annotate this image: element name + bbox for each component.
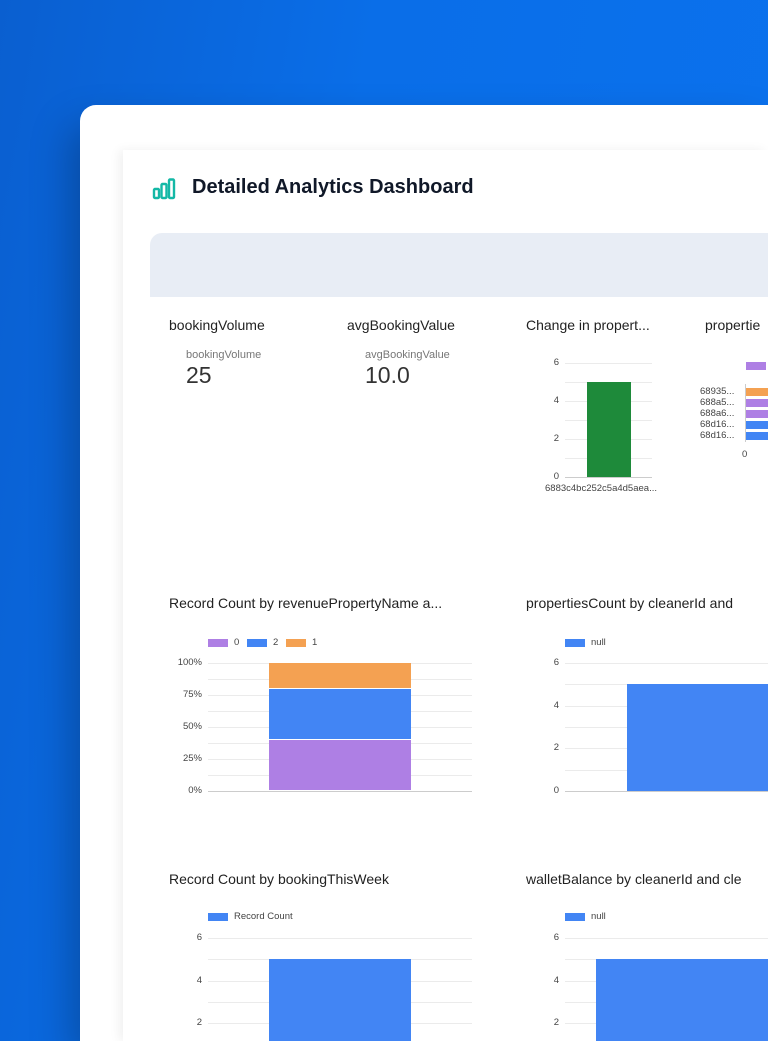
bar (746, 432, 768, 440)
y-tick-label: 4 (553, 699, 559, 711)
y-tick-label: 4 (553, 395, 559, 406)
y-tick-label: 0 (553, 471, 559, 482)
chart-title: propertie (705, 317, 761, 333)
y-tick-label: 2 (553, 433, 559, 444)
kpi-title: bookingVolume (169, 317, 265, 333)
legend-label: Record Count (234, 911, 293, 922)
y-tick-label: 68d16... (700, 430, 735, 441)
y-tick-label: 2 (553, 742, 559, 754)
y-axis-line (745, 384, 746, 442)
bar (596, 959, 768, 1041)
legend-swatch (565, 913, 585, 921)
y-tick-label: 68d16... (700, 419, 735, 430)
bar-chart-icon (152, 178, 176, 200)
page-title: Detailed Analytics Dashboard (192, 176, 474, 198)
y-tick-label: 75% (182, 689, 202, 700)
y-tick-label: 4 (553, 974, 559, 986)
bar (746, 421, 768, 429)
legend-swatch (247, 639, 267, 647)
y-tick-label: 6 (553, 932, 559, 943)
bar (746, 388, 768, 396)
bar (269, 959, 411, 1041)
x-tick-label: 6883c4bc252c5a4d5aea... (545, 483, 657, 494)
legend-label: 0 (234, 637, 240, 648)
bar (746, 410, 768, 418)
x-axis-baseline (565, 791, 768, 792)
chart-title: Record Count by bookingThisWeek (169, 871, 389, 887)
y-tick-label: 688a6... (700, 408, 735, 419)
y-tick-label: 2 (196, 1017, 202, 1029)
gridline (565, 363, 652, 364)
kpi-value: 25 (186, 362, 212, 388)
chart-title: Change in propert... (526, 317, 650, 333)
x-axis-baseline (565, 477, 652, 478)
kpi-title: avgBookingValue (347, 317, 455, 333)
bar (587, 382, 631, 477)
y-tick-label: 6 (196, 932, 202, 943)
y-tick-label: 100% (177, 657, 202, 668)
y-tick-label: 6 (553, 657, 559, 668)
x-tick-label: 0 (742, 449, 748, 460)
y-tick-label: 68935... (700, 386, 735, 397)
chart-title: propertiesCount by cleanerId and (526, 595, 734, 611)
y-tick-label: 4 (196, 974, 202, 986)
chart-title: walletBalance by cleanerId and cle (526, 871, 742, 887)
kpi-label: avgBookingValue (365, 349, 450, 361)
y-tick-label: 6 (553, 357, 559, 368)
bar (627, 684, 768, 791)
chart-title: Record Count by revenuePropertyName a... (169, 595, 443, 611)
legend-swatch (208, 639, 228, 647)
legend-swatch (208, 913, 228, 921)
bar-segment (269, 739, 411, 790)
bar-segment (269, 663, 411, 688)
legend-swatch (286, 639, 306, 647)
filter-bar (150, 233, 768, 297)
y-tick-label: 2 (553, 1017, 559, 1029)
kpi-label: bookingVolume (186, 349, 262, 361)
gridline (565, 663, 768, 664)
y-tick-label: 50% (182, 721, 202, 732)
legend-label: 1 (312, 637, 318, 648)
dashboard-panel (123, 150, 768, 1041)
y-tick-label: 0% (188, 785, 202, 796)
kpi-value: 10.0 (365, 362, 410, 388)
bar-segment (269, 688, 411, 739)
bar (746, 399, 768, 407)
legend-swatch (746, 362, 766, 370)
y-tick-label: 688a5... (700, 397, 735, 408)
gridline (565, 938, 768, 939)
legend-label: null (591, 911, 606, 922)
gridline (208, 938, 472, 939)
legend-swatch (565, 639, 585, 647)
legend-label: 2 (273, 637, 279, 648)
y-tick-label: 25% (182, 753, 202, 764)
legend-label: null (591, 637, 606, 648)
y-tick-label: 0 (553, 785, 559, 796)
x-axis-baseline (208, 791, 472, 792)
